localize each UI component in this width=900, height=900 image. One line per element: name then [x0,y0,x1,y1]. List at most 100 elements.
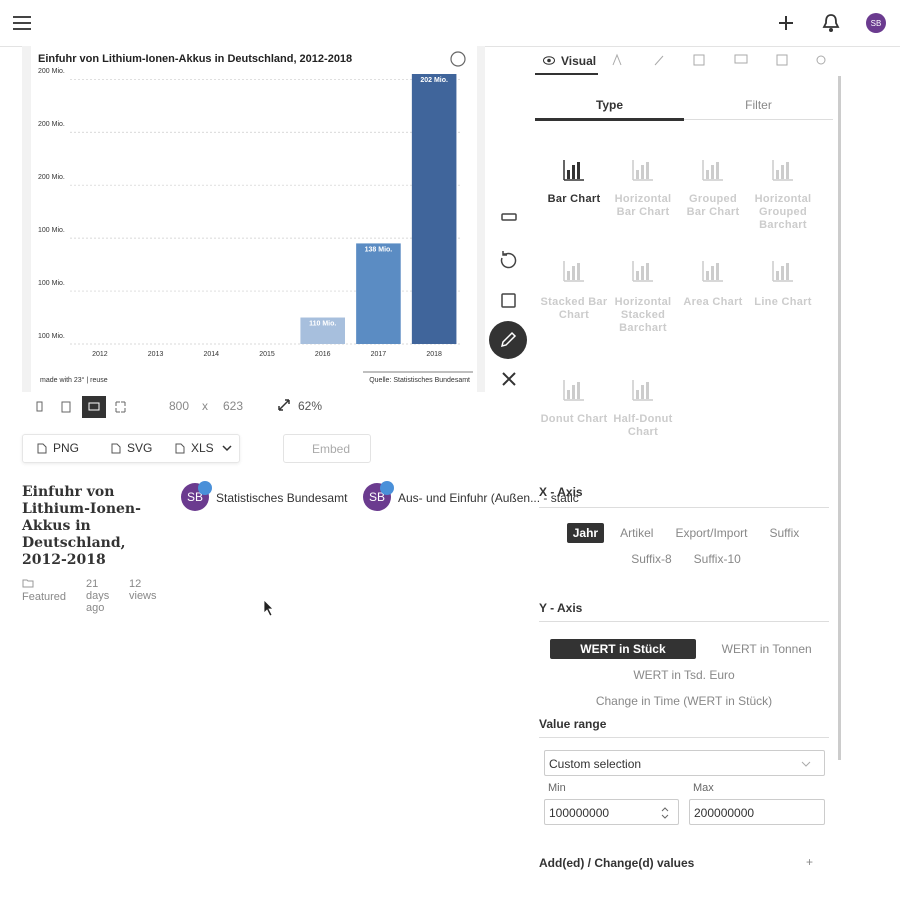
side-tools [500,213,517,386]
chart-type-label[interactable]: Half-Donut Chart [613,413,673,438]
min-input[interactable]: 100000000 [544,799,679,825]
max-value: 200000000 [694,806,755,820]
export-button[interactable]: XLS [175,435,235,462]
width-value[interactable]: 800 [169,399,190,413]
y-tick-label: 100 Mio. [38,227,65,234]
chart-type-label[interactable]: Horizontal Bar Chart [614,193,672,218]
value-label: 110 Mio. [309,320,336,327]
min-label: Min [548,782,566,794]
axis-option[interactable]: Suffix-10 [693,552,741,566]
chart-type-icon [631,158,655,182]
chart-source: Quelle: Statistisches Bundesamt [369,377,470,384]
axis-option[interactable]: Suffix [769,526,800,540]
y-axis-title: Y - Axis [539,601,583,615]
views: 12 views [129,578,157,602]
chart-type-icon [631,259,655,283]
value-label: 202 Mio. [420,77,448,84]
chart: Einfuhr von Lithium-Ionen-Akkus in Deuts… [31,46,477,392]
sub-tab[interactable]: Filter [745,98,772,112]
scrollbar [838,76,841,760]
bar [356,243,401,344]
axis-option[interactable]: WERT in Tsd. Euro [633,668,735,682]
x-tick-label: 2012 [92,351,108,358]
export-buttons: PNG SVG XLS [22,434,240,463]
axis-option[interactable]: Artikel [620,526,654,540]
add-button[interactable] [779,16,793,30]
zoom-icon [278,399,290,411]
axis-option[interactable]: Suffix-8 [631,552,672,566]
device-toggle[interactable] [30,396,130,418]
source-name[interactable]: Statistisches Bundesamt [216,491,348,505]
added-values-title: Add(ed) / Change(d) values [539,856,695,870]
other-tabs[interactable] [611,53,831,67]
format-painter[interactable] [501,213,517,221]
height-value[interactable]: 623 [223,399,244,413]
mouse-cursor [263,599,274,617]
axis-option[interactable]: WERT in Tonnen [721,642,812,656]
chart-type-label[interactable]: Grouped Bar Chart [686,193,740,218]
undo[interactable] [500,251,517,269]
export-button[interactable]: SVG [111,435,171,462]
axis-option[interactable]: Change in Time (WERT in Stück) [595,694,773,708]
export-button[interactable]: PNG [37,435,97,462]
chart-type-icon [771,259,795,283]
chart-type-icon [562,259,586,283]
y-tick-label: 200 Mio. [38,174,65,181]
chart-type-icon [771,158,795,182]
max-input[interactable]: 200000000 [689,799,825,825]
age: 21 days ago [86,578,110,614]
chart-type-icon [562,378,586,402]
zoom-value[interactable]: 62% [298,399,323,413]
embed-label: Embed [312,442,351,456]
x-tick-label: 2017 [371,351,387,358]
chart-type-label[interactable]: Horizontal Stacked Barchart [614,296,672,334]
folder[interactable]: Featured [22,578,72,603]
x-axis-options: Jahr Artikel Export/Import Suffix Suffix-8 Su… [541,523,831,569]
chart-name: Einfuhr von Lithium-Ionen-Akkus in Deuts… [22,484,141,568]
add-value-button[interactable]: + [806,855,814,869]
chart-type-icon [631,378,655,402]
verified-badge [198,481,212,495]
y-tick-label: 200 Mio. [38,68,65,75]
min-value: 100000000 [549,806,610,820]
chart-type-label[interactable]: Area Chart [683,296,743,308]
chart-type-label[interactable]: Bar Chart [547,193,601,205]
chart-type-label[interactable]: Horizontal Grouped Barchart [754,193,812,231]
range-select[interactable]: Custom selection [544,750,825,776]
axis-option[interactable]: WERT in Stück [550,639,696,659]
panel-tabs: Visual [531,46,840,76]
menu-button[interactable] [13,15,31,31]
chart-type-label[interactable]: Donut Chart [540,413,608,425]
y-tick-label: 200 Mio. [38,121,65,128]
max-label: Max [693,782,714,794]
user-avatar[interactable]: SB [866,13,886,33]
chart-type-icon [701,158,725,182]
chart-type-icon [562,158,586,182]
visual-tab[interactable]: Visual [561,54,597,68]
sub-tab[interactable]: Type [595,98,624,112]
x-tick-label: 2015 [259,351,275,358]
chart-type-label[interactable]: Line Chart [754,296,812,308]
x-tick-label: 2016 [315,351,331,358]
embed-button[interactable]: Embed [283,434,371,463]
close[interactable] [502,372,516,386]
range-select-value: Custom selection [549,757,642,771]
chart-type-icon [701,259,725,283]
edit-button[interactable] [489,321,527,359]
source-name[interactable]: Aus- und Einfuhr (Außen... - static [398,491,579,505]
more-exports[interactable] [222,445,232,452]
axis-option[interactable]: Export/Import [675,526,748,540]
export-label: SVG [127,441,153,455]
notifications[interactable] [822,13,840,33]
save[interactable] [501,293,516,308]
export-label: PNG [53,441,80,455]
chart-type-label[interactable]: Stacked Bar Chart [540,296,608,321]
top-bar: SB [0,0,900,47]
folder-label: Featured [22,591,67,603]
chart-title: Einfuhr von Lithium-Ionen-Akkus in Deuts… [38,53,352,65]
export-label: XLS [191,441,214,455]
value-range-title: Value range [539,717,607,731]
axis-option[interactable]: Jahr [566,523,605,543]
x-tick-label: 2018 [426,351,442,358]
